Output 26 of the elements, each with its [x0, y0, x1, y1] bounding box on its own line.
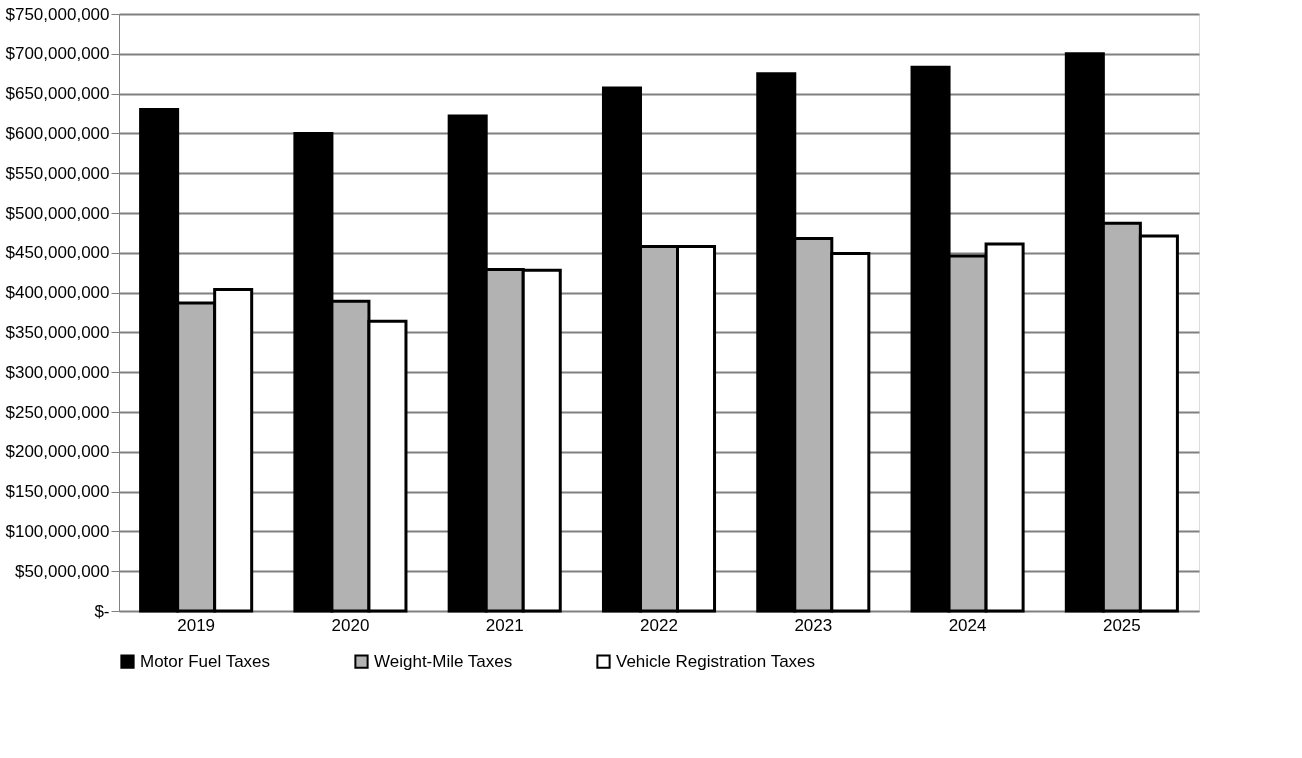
x-tick-label: 2022 [640, 615, 678, 635]
y-tick-label: $150,000,000 [5, 482, 110, 502]
legend-label: Motor Fuel Taxes [140, 651, 271, 671]
x-tick-label: 2024 [948, 615, 987, 635]
x-tick-label: 2023 [794, 615, 833, 635]
x-tick-label: 2020 [331, 615, 370, 635]
y-tick-label: $450,000,000 [5, 243, 110, 263]
y-tick-label: $- [94, 601, 110, 621]
y-tick-label: $700,000,000 [5, 44, 110, 64]
y-tick-label: $600,000,000 [5, 123, 110, 143]
y-tick-label: $400,000,000 [5, 283, 110, 303]
y-tick-label: $350,000,000 [5, 322, 110, 342]
legend-label: Vehicle Registration Taxes [616, 651, 816, 671]
x-tick-label: 2019 [177, 615, 216, 635]
y-tick-label: $200,000,000 [5, 442, 110, 462]
y-tick-label: $100,000,000 [5, 521, 110, 541]
y-tick-label: $500,000,000 [5, 203, 110, 223]
y-tick-label: $650,000,000 [5, 84, 110, 104]
y-tick-label: $300,000,000 [5, 362, 110, 382]
y-tick-label: $250,000,000 [5, 402, 110, 422]
x-tick-label: 2021 [485, 615, 524, 635]
x-tick-label: 2025 [1102, 615, 1141, 635]
y-tick-label: $50,000,000 [14, 561, 110, 581]
legend-label: Weight-Mile Taxes [374, 651, 513, 671]
y-tick-label: $750,000,000 [5, 4, 110, 24]
y-tick-label: $550,000,000 [5, 163, 110, 183]
